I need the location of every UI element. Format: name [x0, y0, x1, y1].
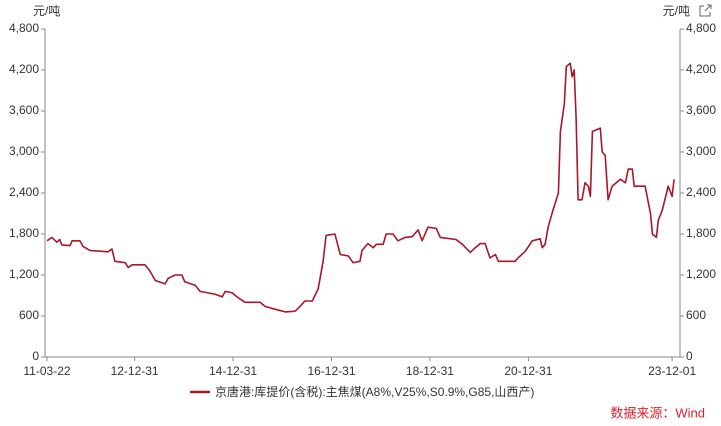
y2-tick-label: 2,400: [686, 185, 716, 199]
x-tick-label: 20-12-31: [504, 364, 552, 378]
y-tick-label: 4,800: [9, 21, 39, 35]
y-tick-label: 1,200: [9, 267, 39, 281]
y2-tick-label: 4,200: [686, 62, 716, 76]
y2-unit: 元/吨: [663, 4, 690, 18]
y2-tick-label: 0: [686, 349, 693, 363]
y-tick-label: 2,400: [9, 185, 39, 199]
icon-box: [699, 5, 711, 17]
x-tick-label: 14-12-31: [209, 364, 257, 378]
x-tick-label: 18-12-31: [406, 364, 454, 378]
y2-tick-label: 1,200: [686, 267, 716, 281]
y-tick-label: 3,000: [9, 144, 39, 158]
x-tick-label: 11-03-22: [23, 364, 70, 378]
y2-tick-label: 3,000: [686, 144, 716, 158]
y2-tick-label: 4,800: [686, 21, 716, 35]
x-tick-label: 16-12-31: [307, 364, 355, 378]
y-tick-label: 3,600: [9, 103, 39, 117]
x-tick-label: 12-12-31: [111, 364, 159, 378]
source: 数据来源：Wind: [610, 405, 705, 420]
y-unit: 元/吨: [33, 4, 60, 18]
y2-tick-label: 3,600: [686, 103, 716, 117]
y-tick-label: 0: [32, 349, 39, 363]
y-tick-label: 4,200: [9, 62, 39, 76]
icon-arrow: [704, 4, 712, 12]
expand-icon[interactable]: [699, 4, 712, 17]
y-tick-label: 600: [19, 308, 39, 322]
y2-tick-label: 1,800: [686, 226, 716, 240]
legend-label: 京唐港:库提价(含税):主焦煤(A8%,V25%,S0.9%,G85,山西产): [215, 384, 534, 399]
y2-tick-label: 600: [686, 308, 706, 322]
line-series: [46, 62, 675, 313]
x-tick-label: 23-12-01: [648, 364, 696, 378]
y-tick-label: 1,800: [9, 226, 39, 240]
